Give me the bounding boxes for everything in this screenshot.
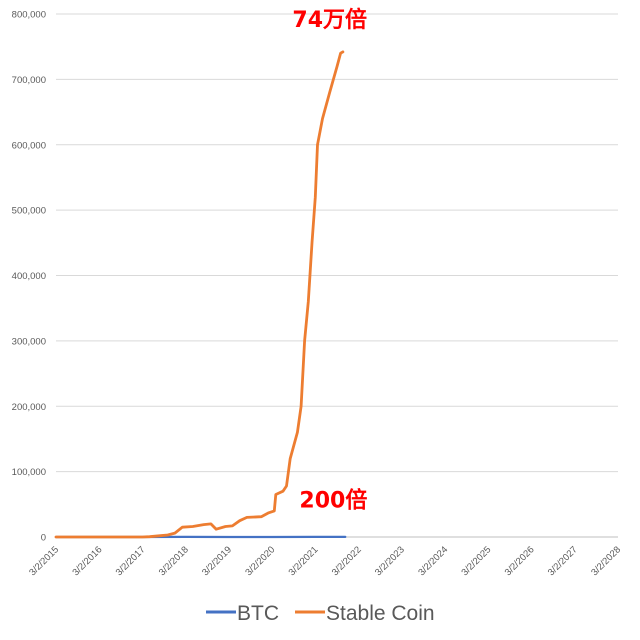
x-tick-label: 3/2/2015 [27,544,61,578]
x-tick-label: 3/2/2019 [200,544,234,578]
y-tick-label: 300,000 [12,336,46,347]
y-tick-label: 100,000 [12,467,46,478]
x-axis-ticks: 3/2/2015 3/2/2016 3/2/2017 3/2/2018 3/2/2019… [27,544,623,578]
x-tick-label: 3/2/2021 [287,544,321,578]
legend-label: Stable Coin [326,602,435,625]
gridlines [56,13,618,538]
y-tick-label: 400,000 [12,271,46,282]
x-tick-label: 3/2/2022 [330,544,364,578]
y-tick-label: 500,000 [12,206,46,217]
x-tick-label: 3/2/2028 [589,544,623,578]
series-line-stable-coin [54,50,345,539]
y-tick-label: 700,000 [12,75,46,86]
annotations: 74万倍 200倍 [292,7,367,514]
y-axis-ticks: 0 100,000 200,000 300,000 400,000 500,000 600,… [12,10,46,544]
legend: BTC Stable Coin [206,602,435,625]
legend-label: BTC [237,602,279,625]
y-tick-label: 600,000 [12,140,46,151]
x-tick-label: 3/2/2018 [157,544,191,578]
x-tick-label: 3/2/2016 [71,544,105,578]
x-tick-label: 3/2/2020 [243,544,277,578]
x-tick-label: 3/2/2025 [459,544,493,578]
x-tick-label: 3/2/2024 [416,544,450,578]
x-tick-label: 3/2/2027 [546,544,580,578]
series-lines [54,50,347,539]
y-tick-label: 0 [41,533,46,544]
x-tick-label: 3/2/2017 [114,544,148,578]
annotation-label: 74万倍 [292,7,367,33]
y-tick-label: 200,000 [12,402,46,413]
annotation-label: 200倍 [299,488,367,514]
x-tick-label: 3/2/2023 [373,544,407,578]
y-tick-label: 800,000 [12,10,46,21]
x-tick-label: 3/2/2026 [503,544,537,578]
